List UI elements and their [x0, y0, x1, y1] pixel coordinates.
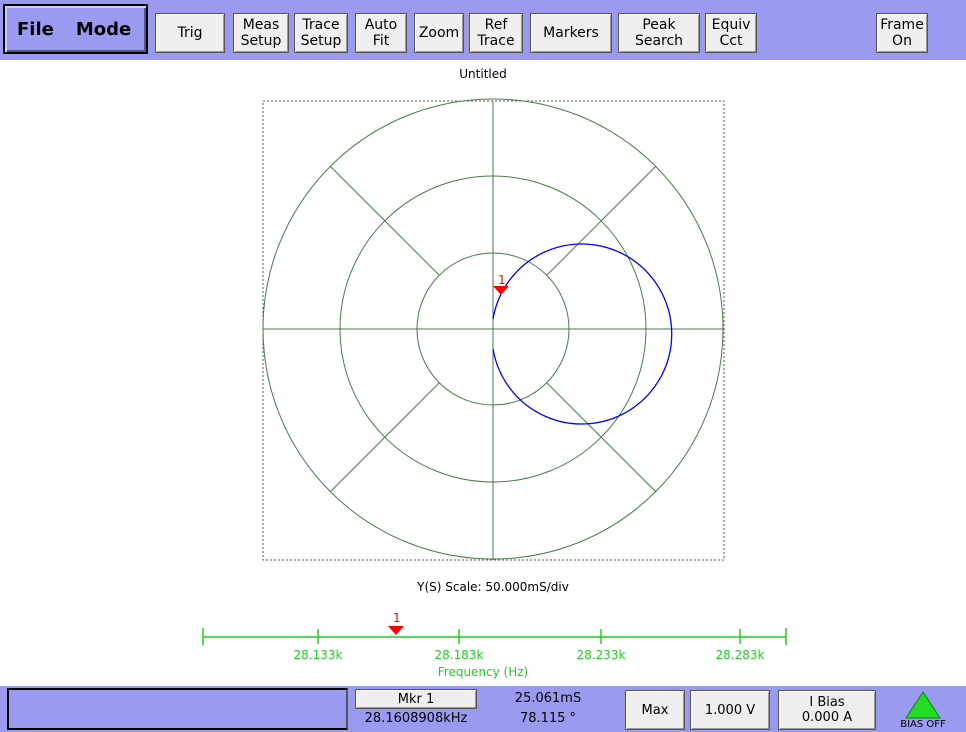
admittance-trace: [492, 243, 673, 425]
bias-status: BIAS OFF: [900, 719, 946, 730]
frequency-marker-1: [388, 626, 404, 635]
frequency-tick-label: 28.233k: [576, 648, 626, 662]
frequency-tick-label: 28.133k: [293, 648, 343, 662]
ibias-button[interactable]: I Bias 0.000 A: [778, 690, 876, 730]
mode-menu[interactable]: Mode: [75, 18, 132, 40]
grid-diagonal-3: [329, 382, 440, 493]
voltage-button[interactable]: 1.000 V: [690, 690, 770, 730]
bias-triangle-icon: [905, 691, 941, 719]
frequency-marker-label: 1: [393, 611, 401, 625]
trig-button[interactable]: Trig: [155, 13, 225, 53]
marker-phase: 78.115 °: [519, 711, 577, 726]
grid-diagonal-4: [546, 382, 657, 493]
plot-marker-1: [493, 286, 509, 295]
equiv-cct-button[interactable]: Equiv Cct: [705, 13, 757, 53]
trace-setup-button[interactable]: Trace Setup: [294, 13, 348, 53]
auto-fit-button[interactable]: Auto Fit: [355, 13, 407, 53]
frame-on-button[interactable]: Frame On: [876, 13, 928, 53]
message-area: [7, 688, 348, 730]
file-mode-button[interactable]: File Mode: [3, 4, 148, 54]
polar-grid: [262, 98, 724, 560]
ref-trace-button[interactable]: Ref Trace: [469, 13, 523, 53]
plot-title: Untitled: [459, 67, 507, 81]
max-button[interactable]: Max: [625, 690, 685, 730]
zoom-button[interactable]: Zoom: [414, 13, 464, 53]
frequency-tick-label: 28.283k: [715, 648, 765, 662]
marker-frequency: 28.1608908kHz: [364, 711, 468, 726]
marker-magnitude: 25.061mS: [514, 691, 582, 706]
frequency-axis: [202, 628, 787, 645]
bias-indicator[interactable]: BIAS OFF: [880, 690, 966, 732]
grid-diagonal-1: [329, 165, 440, 276]
plot-marker-label: 1: [498, 273, 506, 287]
frequency-axis-label: Frequency (Hz): [437, 665, 529, 679]
peak-search-button[interactable]: Peak Search: [618, 13, 700, 53]
grid-diagonal-2: [546, 165, 657, 276]
file-menu[interactable]: File: [17, 18, 54, 40]
marker-select-button[interactable]: Mkr 1: [355, 689, 477, 709]
scale-readout: Y(S) Scale: 50.000mS/div: [417, 580, 569, 594]
markers-button[interactable]: Markers: [530, 13, 612, 53]
meas-setup-button[interactable]: Meas Setup: [233, 13, 289, 53]
frequency-tick-label: 28.183k: [434, 648, 484, 662]
